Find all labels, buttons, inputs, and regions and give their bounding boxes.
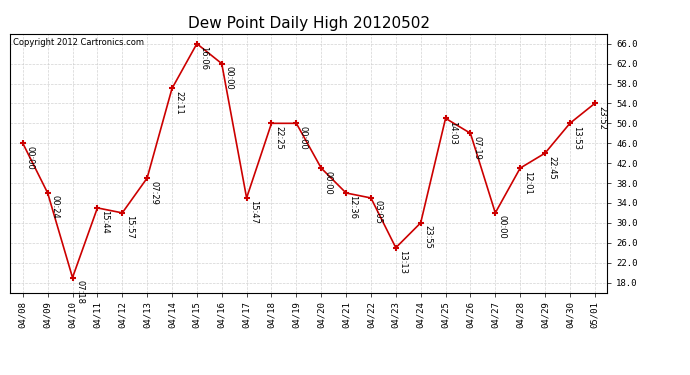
Text: 00:00: 00:00 xyxy=(224,66,233,90)
Text: 07:29: 07:29 xyxy=(150,180,159,204)
Text: 00:00: 00:00 xyxy=(497,215,506,239)
Text: 00:00: 00:00 xyxy=(26,146,34,170)
Text: 03:05: 03:05 xyxy=(373,201,382,224)
Text: 15:57: 15:57 xyxy=(125,215,134,239)
Text: 16:06: 16:06 xyxy=(199,46,208,70)
Text: 15:47: 15:47 xyxy=(249,201,258,224)
Text: 13:13: 13:13 xyxy=(398,250,407,274)
Text: 23:55: 23:55 xyxy=(423,225,432,249)
Text: 12:36: 12:36 xyxy=(348,195,357,219)
Text: 22:45: 22:45 xyxy=(548,156,557,179)
Text: 22:11: 22:11 xyxy=(175,91,184,115)
Text: 12:01: 12:01 xyxy=(522,171,532,194)
Text: 00:24: 00:24 xyxy=(50,195,59,219)
Text: 07:19: 07:19 xyxy=(473,136,482,160)
Text: 13:53: 13:53 xyxy=(573,126,582,150)
Text: 22:25: 22:25 xyxy=(274,126,283,150)
Text: 00:00: 00:00 xyxy=(324,171,333,194)
Text: Copyright 2012 Cartronics.com: Copyright 2012 Cartronics.com xyxy=(13,38,144,46)
Text: 14:03: 14:03 xyxy=(448,121,457,145)
Text: 00:00: 00:00 xyxy=(299,126,308,150)
Text: 23:52: 23:52 xyxy=(598,106,607,130)
Title: Dew Point Daily High 20120502: Dew Point Daily High 20120502 xyxy=(188,16,430,31)
Text: 07:18: 07:18 xyxy=(75,280,84,304)
Text: 15:44: 15:44 xyxy=(100,210,109,234)
